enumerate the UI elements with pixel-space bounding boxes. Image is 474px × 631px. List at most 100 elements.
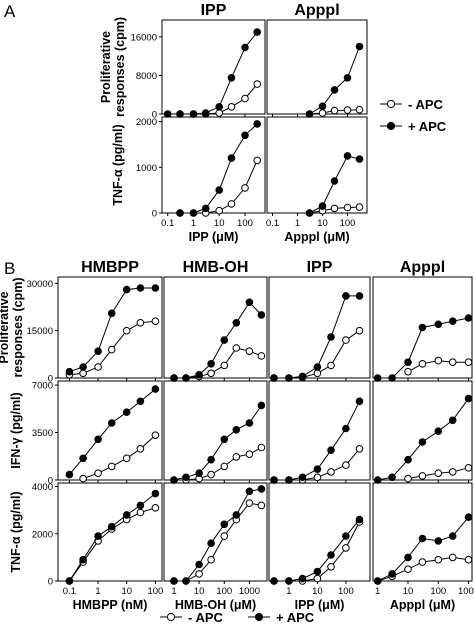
panel-letter-b: B (4, 259, 15, 278)
x-tick-label: 10 (317, 218, 328, 229)
data-point-plus-apc (232, 426, 241, 434)
y-tick-label: 30000 (27, 279, 53, 290)
plot-frame (57, 482, 163, 582)
x-tick-label: 1000 (239, 586, 260, 597)
data-point-plus-apc (464, 513, 473, 522)
data-point-plus-apc (136, 397, 145, 406)
data-point-plus-apc (285, 476, 293, 484)
x-tick-label: 100 (216, 586, 232, 597)
data-point-minus-apc (418, 472, 427, 480)
data-point-minus-apc (434, 469, 443, 478)
plot-frame (372, 380, 473, 481)
data-point-minus-apc (342, 336, 350, 344)
x-axis-label: Apppl (μM) (284, 230, 349, 244)
x-tick-label: 1 (95, 586, 100, 597)
data-point-minus-apc (434, 555, 443, 564)
data-point-plus-apc (232, 319, 241, 327)
series-line-plus-apc (309, 46, 360, 115)
x-tick-label: 100 (340, 218, 356, 229)
chart-panel-9 (163, 380, 268, 484)
series-line-minus-apc (68, 507, 156, 582)
data-point-minus-apc (122, 454, 131, 463)
chart-panel-1: Apppl (266, 2, 368, 118)
data-point-minus-apc (195, 570, 203, 578)
data-point-plus-apc (195, 469, 203, 478)
chart-panel-11 (372, 380, 473, 484)
y-tick-label: 0 (48, 476, 53, 487)
data-point-plus-apc (176, 209, 184, 217)
plot-frame (266, 19, 368, 115)
data-point-plus-apc (107, 309, 116, 318)
data-point-minus-apc (215, 109, 223, 117)
data-point-plus-apc (257, 485, 266, 493)
data-point-minus-apc (136, 508, 145, 517)
data-point-minus-apc (404, 367, 412, 376)
panel-letter-a: A (4, 2, 16, 21)
x-tick-label: 1 (375, 586, 380, 597)
data-point-plus-apc (355, 155, 364, 163)
chart-panel-15: 1 10 100 1000Apppl (μM) (372, 482, 474, 612)
data-point-minus-apc (355, 445, 364, 453)
data-point-plus-apc (163, 110, 172, 118)
plot-frame (268, 380, 371, 481)
y-axis-label: Proliferative (0, 291, 11, 363)
data-point-plus-apc (201, 109, 210, 117)
data-point-minus-apc (404, 565, 412, 574)
data-point-minus-apc (207, 555, 215, 564)
data-point-minus-apc (448, 468, 457, 476)
data-point-plus-apc (195, 371, 203, 379)
data-point-plus-apc (313, 363, 322, 371)
data-point-plus-apc (94, 435, 102, 444)
plot-frame (161, 116, 266, 214)
series-line-plus-apc (69, 287, 156, 373)
data-point-plus-apc (388, 473, 396, 482)
panel-title: Apppl (400, 259, 445, 276)
data-point-plus-apc (342, 532, 350, 540)
data-point-plus-apc (245, 487, 254, 496)
data-point-plus-apc (448, 317, 457, 326)
data-point-plus-apc (342, 424, 350, 433)
data-point-plus-apc (298, 574, 307, 583)
data-point-plus-apc (313, 567, 322, 576)
legend-a-plus-label: + APC (408, 119, 447, 134)
chart-panel-0: 0 8000 16000 IPP Proliferative responses (cpm… (99, 2, 266, 121)
data-point-plus-apc (182, 374, 190, 382)
panel-title: IPP (307, 259, 333, 276)
data-point-plus-apc (404, 358, 412, 367)
data-point-minus-apc (151, 431, 160, 440)
data-point-minus-apc (330, 204, 339, 213)
data-point-minus-apc (220, 462, 229, 471)
chart-panel-5: HMB-OH (163, 259, 268, 382)
x-tick-label: 10 (214, 218, 225, 229)
data-point-plus-apc (342, 292, 350, 300)
data-point-plus-apc (207, 455, 215, 464)
data-point-minus-apc (151, 504, 160, 512)
plot-frame (57, 276, 163, 379)
data-point-minus-apc (257, 352, 266, 360)
data-point-plus-apc (327, 551, 335, 559)
data-point-plus-apc (448, 532, 457, 540)
panel-title: HMBPP (81, 259, 139, 276)
data-point-plus-apc (253, 120, 262, 128)
data-point-plus-apc (215, 186, 223, 194)
data-point-minus-apc (136, 445, 145, 453)
x-tick-label: 1 (286, 586, 291, 597)
data-point-plus-apc (220, 520, 229, 529)
y-tick-label: 0 (48, 577, 53, 588)
data-point-minus-apc (342, 461, 350, 469)
data-point-minus-apc (232, 453, 241, 461)
data-point-plus-apc (65, 367, 74, 376)
data-point-minus-apc (107, 345, 116, 354)
data-point-minus-apc (253, 80, 262, 88)
data-point-plus-apc (245, 298, 254, 307)
y-tick-label: 15000 (27, 326, 53, 337)
data-point-plus-apc (298, 473, 307, 482)
x-axis-label: IPP (μM) (189, 230, 239, 244)
data-point-minus-apc (342, 544, 350, 552)
data-point-plus-apc (65, 470, 74, 479)
data-point-plus-apc (182, 577, 190, 585)
series-line-plus-apc (173, 405, 262, 481)
data-point-minus-apc (241, 94, 249, 103)
